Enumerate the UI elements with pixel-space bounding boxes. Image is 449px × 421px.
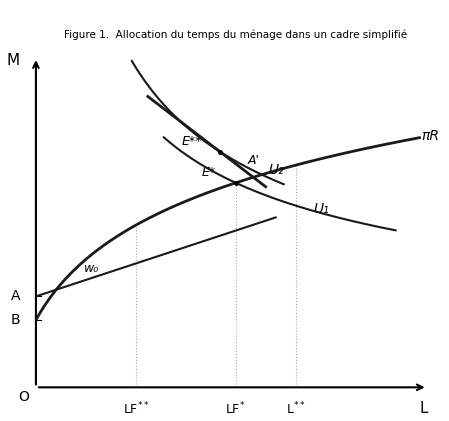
Text: L: L xyxy=(419,401,428,416)
Text: M: M xyxy=(7,53,20,68)
Text: LF$^{**}$: LF$^{**}$ xyxy=(123,401,149,417)
Text: πR: πR xyxy=(422,129,440,143)
Text: U₁: U₁ xyxy=(314,202,330,216)
Text: Figure 1.  Allocation du temps du ménage dans un cadre simplifié: Figure 1. Allocation du temps du ménage … xyxy=(64,30,407,40)
Text: A: A xyxy=(10,289,20,304)
Text: A': A' xyxy=(248,154,260,167)
Text: LF$^{*}$: LF$^{*}$ xyxy=(225,401,246,417)
Text: O: O xyxy=(18,390,29,405)
Text: E**: E** xyxy=(181,135,202,148)
Text: B: B xyxy=(10,313,20,327)
Text: U₂: U₂ xyxy=(268,163,283,177)
Text: L$^{**}$: L$^{**}$ xyxy=(286,401,305,417)
Text: E*: E* xyxy=(202,166,216,179)
Text: w₀: w₀ xyxy=(84,261,99,274)
